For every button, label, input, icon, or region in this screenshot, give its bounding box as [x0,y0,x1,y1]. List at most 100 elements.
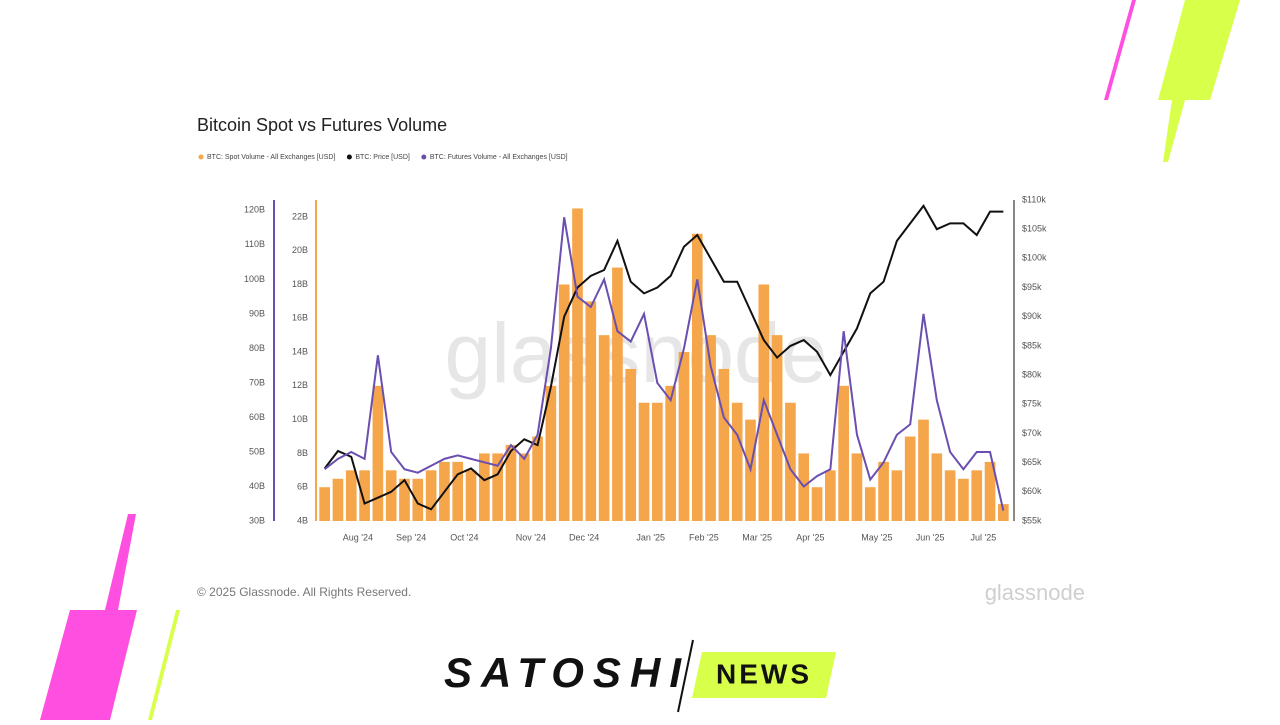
y-tick-label: 80B [249,343,265,353]
bar [718,368,730,521]
bar [585,301,597,521]
bar [785,402,796,521]
y-tick-label: 100B [244,274,265,284]
x-tick-label: Oct '24 [450,532,478,542]
y-tick-label: 16B [292,313,308,323]
bar [572,208,583,521]
y-tick-label: $90k [1022,311,1042,321]
bar [678,352,690,521]
bar [345,470,357,521]
x-tick-label: Sep '24 [396,532,426,542]
y-tick-label: 40B [249,481,265,491]
bar [851,453,863,521]
decor-stripe [148,610,180,720]
decor-stripe [105,514,136,610]
y-tick-label: $80k [1022,369,1042,379]
bar [638,402,650,521]
footer-brand: glassnode [985,580,1085,605]
y-tick-label: 20B [292,245,308,255]
decor-stripe [1163,100,1185,162]
y-tick-label: 6B [297,482,308,492]
bar [532,436,543,521]
x-tick-label: Jan '25 [636,532,665,542]
bar [652,402,663,521]
decor-stripe [40,610,137,720]
legend-label: BTC: Futures Volume - All Exchanges [USD… [430,154,568,161]
y-tick-label: 12B [292,380,308,390]
bar [944,470,956,521]
y-tick-label: $55k [1022,515,1042,525]
logo-word: SATOSHI [444,649,684,696]
y-tick-label: 90B [249,308,265,318]
bar [864,487,876,521]
decor-stripe [1104,0,1136,100]
bar [838,385,849,521]
legend-label: BTC: Price [USD] [355,154,410,161]
y-tick-label: $65k [1022,457,1042,467]
y-tick-label: $60k [1022,486,1042,496]
bar [598,335,610,521]
x-tick-label: Jul '25 [971,532,997,542]
y-tick-label: 14B [292,346,308,356]
bar [891,470,903,521]
bar [399,478,410,521]
copyright: © 2025 Glassnode. All Rights Reserved. [197,585,411,599]
bar [971,470,983,521]
y-tick-label: $95k [1022,282,1042,292]
y-tick-label: $100k [1022,253,1047,263]
bar [771,335,783,521]
bar [878,461,889,521]
bar [465,470,477,521]
bar [452,461,464,521]
bar [385,470,397,521]
bar [359,470,370,521]
y-tick-label: 10B [292,414,308,424]
y-tick-label: 50B [249,446,265,456]
y-tick-label: 18B [292,279,308,289]
line [324,217,1005,511]
y-tick-label: 70B [249,377,265,387]
line [323,204,1004,511]
bar [731,402,743,521]
bar [612,267,623,521]
x-tick-label: Mar '25 [742,532,772,542]
y-tick-label: 4B [297,515,308,525]
x-tick-label: Aug '24 [343,532,373,542]
bar [811,487,823,521]
y-tick-label: 120B [244,205,265,215]
bar [931,453,943,521]
y-tick-label: $105k [1022,224,1047,234]
logo-badge-text: NEWS [716,658,812,689]
y-tick-label: 60B [249,412,265,422]
y-tick-label: $85k [1022,340,1042,350]
legend-swatch [346,154,352,160]
x-tick-label: Feb '25 [689,532,719,542]
bar [412,478,424,521]
chart-title: Bitcoin Spot vs Futures Volume [197,115,447,135]
y-tick-label: $70k [1022,428,1042,438]
logo-badge [692,652,836,698]
x-tick-label: Dec '24 [569,532,599,542]
bar [319,487,330,521]
bar [425,470,437,521]
bar [918,419,929,521]
bar [904,436,916,521]
x-tick-label: Apr '25 [796,532,824,542]
bar [691,233,703,521]
y-tick-label: $75k [1022,399,1042,409]
y-tick-label: 110B [245,239,265,249]
bar [705,335,716,521]
bar [372,385,384,521]
legend-swatch [198,154,204,160]
bar [998,504,1009,521]
legend-label: BTC: Spot Volume - All Exchanges [USD] [207,154,335,161]
bar [505,444,517,521]
bar [958,478,969,521]
bar [825,470,836,521]
x-tick-label: Jun '25 [916,532,945,542]
y-tick-label: 8B [297,448,308,458]
x-tick-label: May '25 [861,532,892,542]
bar [479,453,490,521]
logo-divider [677,639,694,713]
